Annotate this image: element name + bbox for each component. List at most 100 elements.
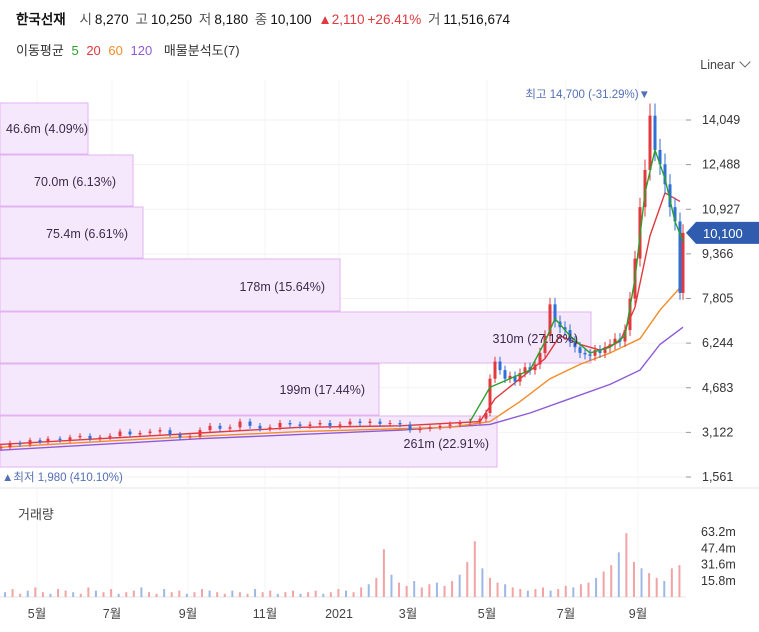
candle[interactable] — [458, 422, 462, 425]
volume-bar[interactable] — [519, 589, 522, 597]
candle[interactable] — [653, 115, 657, 150]
candle[interactable] — [298, 424, 302, 426]
candle[interactable] — [18, 443, 22, 445]
stock-name[interactable]: 한국선재 — [16, 12, 66, 27]
volume-bar[interactable] — [49, 593, 52, 597]
candle[interactable] — [673, 207, 677, 222]
candle[interactable] — [593, 350, 597, 356]
volume-bar[interactable] — [587, 582, 590, 597]
candle[interactable] — [613, 338, 617, 345]
volume-bar[interactable] — [87, 587, 90, 597]
candle[interactable] — [668, 184, 672, 208]
volume-bar[interactable] — [481, 568, 484, 597]
candle[interactable] — [118, 431, 122, 436]
candle[interactable] — [548, 304, 552, 336]
volume-bar[interactable] — [466, 561, 469, 597]
volume-bar[interactable] — [223, 593, 226, 597]
candle[interactable] — [408, 424, 412, 431]
candle[interactable] — [608, 344, 612, 348]
candle[interactable] — [438, 425, 442, 428]
candle[interactable] — [248, 421, 252, 426]
volume-bar[interactable] — [360, 587, 363, 597]
candle[interactable] — [563, 327, 567, 331]
candle[interactable] — [258, 425, 262, 429]
volume-bar[interactable] — [655, 577, 658, 597]
volume-bar[interactable] — [140, 587, 143, 597]
volume-bar[interactable] — [443, 585, 446, 597]
volume-bar[interactable] — [254, 589, 257, 597]
volume-bar[interactable] — [511, 587, 514, 597]
volume-bar[interactable] — [375, 577, 378, 597]
candle[interactable] — [98, 437, 102, 439]
volume-bar[interactable] — [307, 592, 310, 597]
candle[interactable] — [518, 372, 522, 382]
volume-bar[interactable] — [678, 565, 681, 597]
volume-bar[interactable] — [534, 589, 537, 597]
volume-bar[interactable] — [473, 541, 476, 597]
candle[interactable] — [348, 421, 352, 425]
volume-bar[interactable] — [413, 581, 416, 597]
candle[interactable] — [138, 433, 142, 435]
volume-bar[interactable] — [34, 587, 37, 597]
volume-bar[interactable] — [261, 592, 264, 597]
candle[interactable] — [513, 375, 517, 382]
volume-bar[interactable] — [72, 592, 75, 597]
candle[interactable] — [588, 354, 592, 356]
candle[interactable] — [268, 427, 272, 429]
candle[interactable] — [58, 438, 62, 441]
candle[interactable] — [681, 232, 685, 293]
candle[interactable] — [46, 438, 50, 442]
volume-bar[interactable] — [125, 592, 128, 597]
candle[interactable] — [498, 361, 502, 371]
volume-bar[interactable] — [208, 590, 211, 597]
candle[interactable] — [418, 428, 422, 431]
volume-bar[interactable] — [329, 592, 332, 597]
volume-bar[interactable] — [132, 590, 135, 597]
volume-bar[interactable] — [579, 584, 582, 597]
candle[interactable] — [168, 430, 172, 435]
volume-bar[interactable] — [26, 590, 29, 597]
candle[interactable] — [533, 364, 537, 371]
volume-bar[interactable] — [147, 592, 150, 597]
volume-bar[interactable] — [663, 581, 666, 597]
volume-bar[interactable] — [201, 589, 204, 597]
volume-bar[interactable] — [110, 589, 113, 597]
volume-profile-bar[interactable] — [0, 154, 134, 207]
candle[interactable] — [428, 427, 432, 429]
volume-bar[interactable] — [246, 593, 249, 597]
volume-bar[interactable] — [284, 592, 287, 597]
volume-bar[interactable] — [435, 582, 438, 597]
candle[interactable] — [78, 435, 82, 438]
candle[interactable] — [218, 425, 222, 429]
volume-bar[interactable] — [94, 590, 97, 597]
volume-bar[interactable] — [41, 592, 44, 597]
volume-bar[interactable] — [11, 589, 14, 597]
volume-bar[interactable] — [57, 589, 60, 597]
volume-bar[interactable] — [276, 593, 279, 597]
candle[interactable] — [543, 335, 547, 353]
candle[interactable] — [128, 431, 132, 435]
volume-bar[interactable] — [549, 590, 552, 597]
candle[interactable] — [484, 412, 488, 419]
candle[interactable] — [583, 352, 587, 355]
candle[interactable] — [573, 341, 577, 348]
candle[interactable] — [158, 430, 162, 432]
volume-bar[interactable] — [390, 574, 393, 597]
volume-bar[interactable] — [193, 592, 196, 597]
volume-bar[interactable] — [405, 585, 408, 597]
volume-bar[interactable] — [155, 593, 158, 597]
volume-profile-label[interactable]: 매물분석도(7) — [163, 43, 240, 58]
candle[interactable] — [68, 437, 72, 441]
volume-bar[interactable] — [163, 589, 166, 597]
volume-bar[interactable] — [102, 592, 105, 597]
candle[interactable] — [8, 443, 12, 448]
candle[interactable] — [643, 169, 647, 208]
volume-bar[interactable] — [367, 584, 370, 597]
candle[interactable] — [523, 367, 527, 373]
volume-bar[interactable] — [496, 582, 499, 597]
volume-bar[interactable] — [299, 593, 302, 597]
volume-bar[interactable] — [602, 571, 605, 597]
volume-bar[interactable] — [269, 590, 272, 597]
candle[interactable] — [318, 422, 322, 425]
moving-average-label[interactable]: 이동평균 — [16, 43, 64, 58]
